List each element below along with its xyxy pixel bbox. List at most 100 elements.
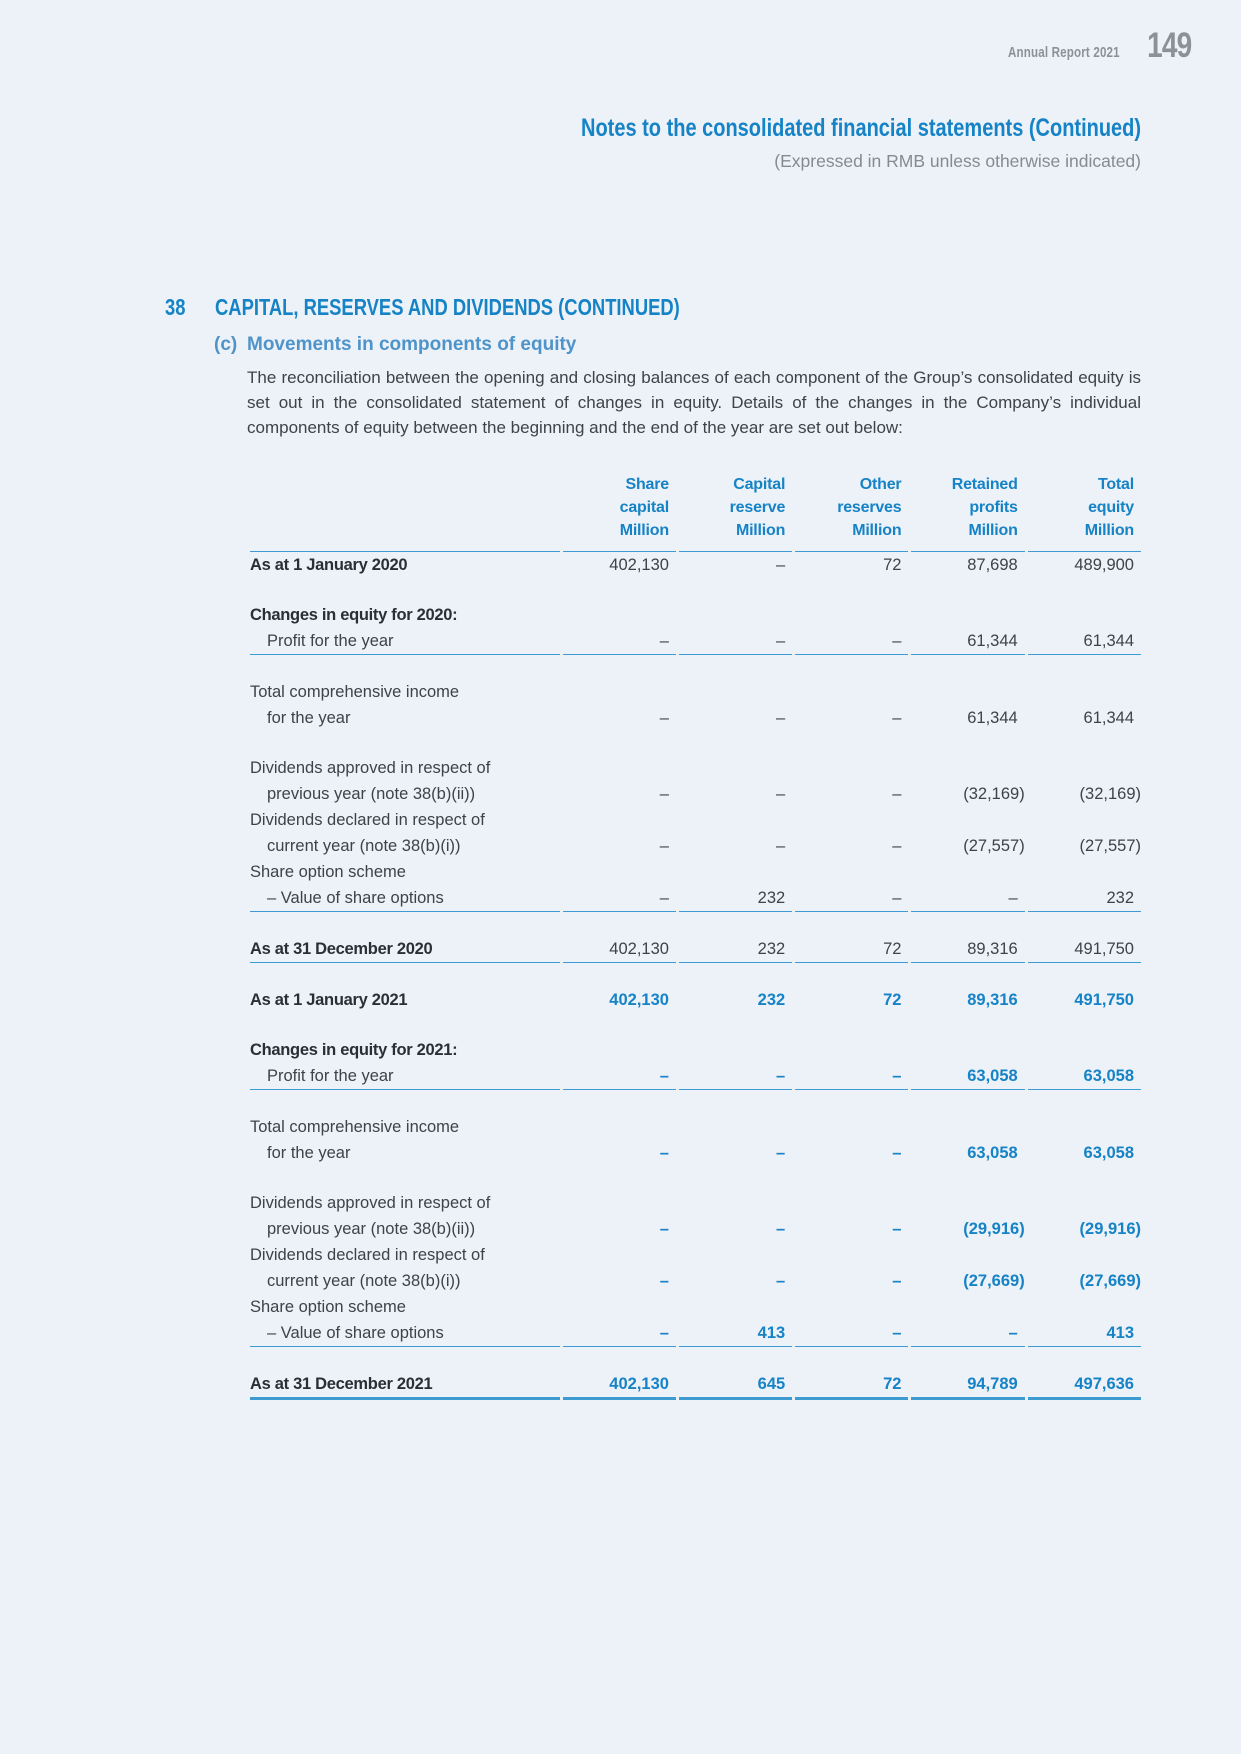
subsection-title: Movements in components of equity bbox=[247, 334, 577, 355]
table-row: Profit for the year – – –61,344 61,344 bbox=[250, 628, 1141, 655]
cell-value: 61,344 bbox=[911, 628, 1025, 655]
row-label: Dividends approved in respect of previous… bbox=[250, 759, 491, 803]
spacer-row bbox=[250, 1347, 1141, 1371]
spacer-row bbox=[250, 655, 1141, 679]
cell-value: 497,636 bbox=[1027, 1371, 1141, 1400]
table-header: Share capital Million Capital reserve Million… bbox=[250, 473, 1141, 552]
column-header: Retained profits Million bbox=[911, 473, 1025, 552]
row-label: Share option scheme – Value of share opti… bbox=[250, 1294, 560, 1347]
page-number: 149 bbox=[1146, 26, 1192, 65]
cell-value: – bbox=[659, 837, 669, 855]
row-label: Dividends declared in respect of current … bbox=[250, 1246, 485, 1290]
spacer-row bbox=[250, 731, 1141, 755]
cell-value: 72 bbox=[883, 991, 902, 1009]
table-row: Total comprehensive income for the year – –… bbox=[250, 1114, 1141, 1166]
cell-value: – bbox=[659, 1220, 669, 1238]
table-row: As at 1 January 2020 402,130 – 72 87,698 489,… bbox=[250, 552, 1141, 578]
row-label: Total comprehensive income for the year bbox=[250, 683, 460, 727]
cell-value bbox=[679, 1037, 792, 1063]
row-label: Changes in equity for 2020: bbox=[250, 606, 458, 624]
cell-value: – bbox=[911, 1294, 1025, 1347]
cell-value: 72 bbox=[795, 936, 909, 963]
cell-value: 89,316 bbox=[911, 936, 1025, 963]
cell-value: – bbox=[776, 1144, 786, 1162]
cell-value: 232 bbox=[678, 936, 793, 963]
table-row: Dividends approved in respect of previous… bbox=[250, 755, 1141, 807]
intro-paragraph: The reconciliation between the opening a… bbox=[247, 368, 1141, 437]
cell-value: – bbox=[659, 1144, 669, 1162]
table-row: Dividends declared in respect of current … bbox=[250, 807, 1141, 859]
cell-value: 232 bbox=[1027, 859, 1141, 912]
cell-value: 413 bbox=[1027, 1294, 1141, 1347]
running-header: Annual Report 2021 149 bbox=[980, 26, 1192, 66]
cell-value: 491,750 bbox=[1027, 936, 1141, 963]
cell-value: – bbox=[776, 709, 786, 727]
cell-value: 94,789 bbox=[911, 1371, 1025, 1400]
cell-value: – bbox=[892, 1220, 902, 1238]
spacer-row bbox=[250, 578, 1141, 602]
cell-value bbox=[795, 602, 908, 628]
cell-value: 61,344 bbox=[1027, 628, 1141, 655]
cell-value bbox=[563, 602, 676, 628]
cell-value: 63,058 bbox=[1027, 1063, 1141, 1090]
cell-value: 402,130 bbox=[609, 991, 669, 1009]
column-header: Capital reserve Million bbox=[678, 473, 793, 552]
cell-value: (27,557) bbox=[1079, 837, 1141, 855]
table-row: Share option scheme – Value of share opti… bbox=[250, 1294, 1141, 1347]
row-label: Total comprehensive income for the year bbox=[250, 1118, 460, 1162]
spacer-row bbox=[250, 1090, 1141, 1114]
document-header: Notes to the consolidated financial stat… bbox=[441, 114, 1141, 172]
cell-value: 72 bbox=[795, 1371, 909, 1400]
cell-value: – bbox=[795, 1063, 909, 1090]
row-label: Dividends approved in respect of previous… bbox=[250, 1194, 491, 1238]
cell-value: (29,916) bbox=[963, 1220, 1025, 1238]
cell-value: – bbox=[776, 1272, 786, 1290]
cell-value: 61,344 bbox=[967, 709, 1018, 727]
section-heading: 38 CAPITAL, RESERVES AND DIVIDENDS (CONT… bbox=[165, 294, 1141, 321]
cell-value: 72 bbox=[883, 556, 902, 574]
row-label: As at 31 December 2021 bbox=[250, 1371, 560, 1400]
cell-value: – bbox=[795, 1294, 909, 1347]
cell-value: 89,316 bbox=[967, 991, 1018, 1009]
cell-value: (27,557) bbox=[963, 837, 1025, 855]
cell-value: – bbox=[892, 837, 902, 855]
subsection-label: (c) bbox=[214, 334, 238, 355]
table-header-row: Share capital Million Capital reserve Million… bbox=[250, 473, 1141, 552]
cell-value: – bbox=[892, 785, 902, 803]
document-title: Notes to the consolidated financial stat… bbox=[580, 114, 1141, 142]
table-row: Profit for the year – – –63,058 63,058 bbox=[250, 1063, 1141, 1090]
cell-value bbox=[1028, 602, 1141, 628]
cell-value: 61,344 bbox=[1083, 709, 1134, 727]
cell-value: 402,130 bbox=[562, 936, 676, 963]
cell-value: – bbox=[776, 837, 786, 855]
table-row: Changes in equity for 2021: bbox=[250, 1037, 1141, 1063]
spacer-row bbox=[250, 1166, 1141, 1190]
row-label: Profit for the year bbox=[250, 628, 560, 655]
cell-value bbox=[563, 1037, 676, 1063]
row-label: Profit for the year bbox=[250, 1063, 560, 1090]
row-label: Changes in equity for 2021: bbox=[250, 1041, 458, 1059]
equity-movements-table: Share capital Million Capital reserve Million… bbox=[247, 473, 1144, 1400]
cell-value: – bbox=[659, 709, 669, 727]
table-row: Changes in equity for 2020: bbox=[250, 602, 1141, 628]
table-row: Dividends approved in respect of previous… bbox=[250, 1190, 1141, 1242]
cell-value: 232 bbox=[757, 991, 786, 1009]
table-row: Share option scheme – Value of share opti… bbox=[250, 859, 1141, 912]
cell-value: – bbox=[776, 556, 786, 574]
cell-value bbox=[911, 1037, 1024, 1063]
spacer-row bbox=[250, 963, 1141, 987]
cell-value: – bbox=[892, 1144, 902, 1162]
cell-value: (32,169) bbox=[1079, 785, 1141, 803]
cell-value: – bbox=[659, 1272, 669, 1290]
spacer-row bbox=[250, 912, 1141, 936]
cell-value: (27,669) bbox=[1079, 1272, 1141, 1290]
cell-value: (29,916) bbox=[1079, 1220, 1141, 1238]
column-header: Share capital Million bbox=[562, 473, 676, 552]
cell-value: 63,058 bbox=[911, 1063, 1025, 1090]
report-name: Annual Report 2021 bbox=[1007, 45, 1120, 61]
cell-value: – bbox=[795, 859, 909, 912]
table-row: As at 31 December 2020 402,130 232 72 89,316… bbox=[250, 936, 1141, 963]
cell-value: (27,669) bbox=[963, 1272, 1025, 1290]
cell-value: 489,900 bbox=[1074, 556, 1134, 574]
